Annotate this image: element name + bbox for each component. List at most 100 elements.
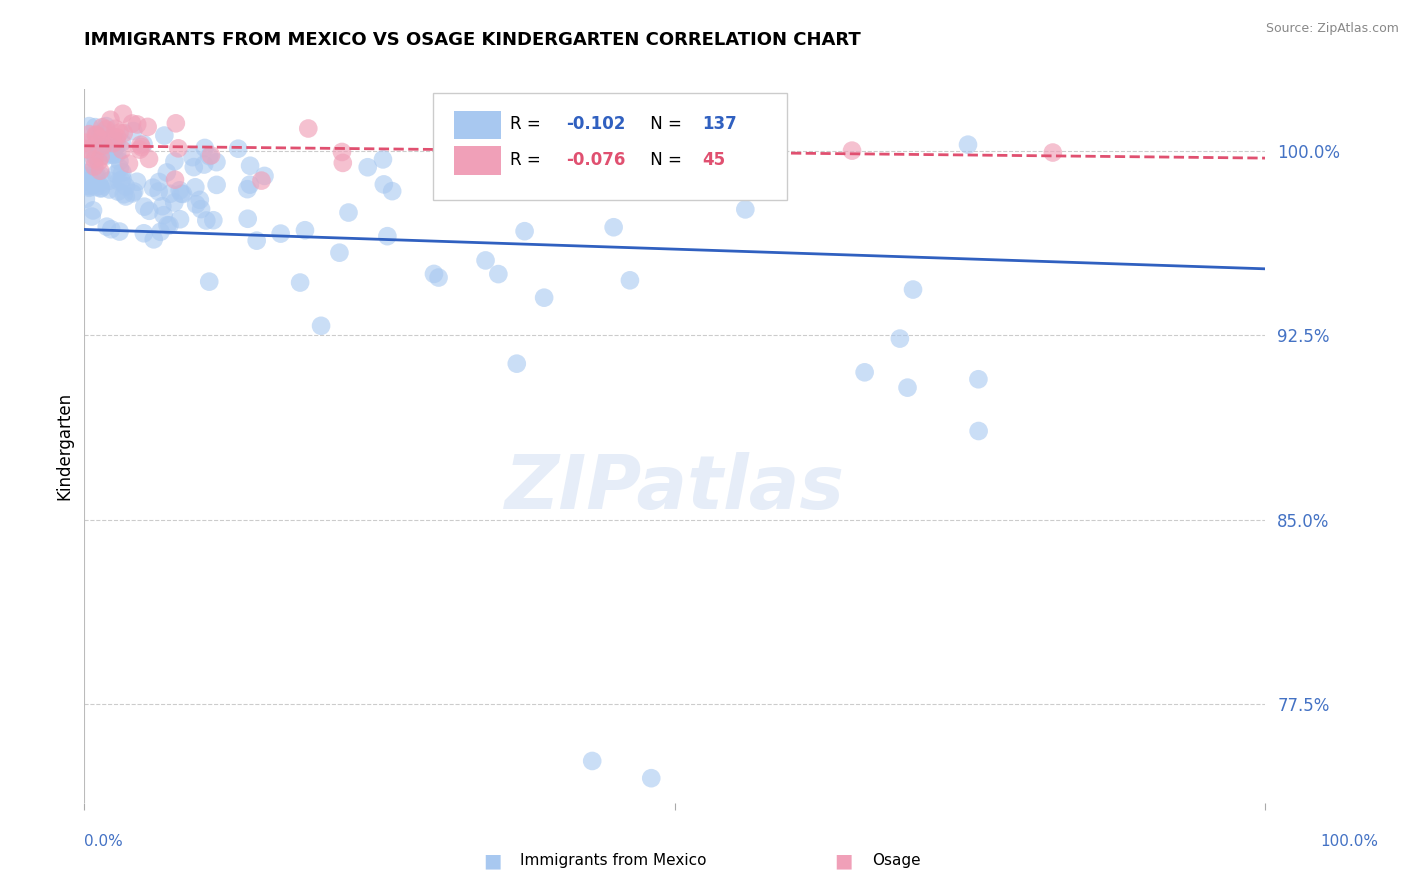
Point	[330, 145, 353, 159]
Point	[205, 155, 228, 169]
Point	[486, 267, 509, 281]
Point	[967, 372, 990, 386]
Point	[841, 144, 863, 158]
Point	[77, 181, 100, 195]
Point	[76, 166, 98, 180]
Point	[198, 275, 221, 289]
Point	[288, 276, 311, 290]
Point	[98, 182, 121, 196]
Point	[98, 174, 121, 188]
Point	[202, 213, 225, 227]
Point	[239, 178, 262, 192]
Text: ■: ■	[834, 851, 853, 871]
Point	[198, 149, 221, 163]
Point	[103, 148, 125, 162]
Point	[90, 181, 112, 195]
Text: 137: 137	[702, 115, 737, 133]
Point	[131, 140, 153, 154]
Point	[97, 145, 120, 160]
Point	[337, 205, 360, 219]
Point	[76, 142, 98, 156]
Point	[195, 213, 218, 227]
Point	[84, 180, 107, 194]
Text: N =: N =	[645, 115, 688, 133]
Point	[967, 424, 990, 438]
Point	[236, 211, 259, 226]
Point	[149, 225, 172, 239]
Point	[111, 136, 134, 150]
Point	[205, 178, 228, 192]
Y-axis label: Kindergarten: Kindergarten	[55, 392, 73, 500]
Point	[332, 156, 354, 170]
Point	[83, 148, 105, 162]
Point	[111, 143, 134, 157]
Point	[90, 181, 112, 195]
Point	[121, 186, 143, 201]
Point	[108, 154, 131, 169]
Text: ZIPatlas: ZIPatlas	[505, 452, 845, 525]
Point	[75, 136, 97, 150]
Point	[100, 147, 122, 161]
Point	[163, 172, 186, 186]
Text: IMMIGRANTS FROM MEXICO VS OSAGE KINDERGARTEN CORRELATION CHART: IMMIGRANTS FROM MEXICO VS OSAGE KINDERGA…	[84, 31, 860, 49]
Point	[75, 171, 97, 186]
Point	[90, 132, 112, 146]
Point	[90, 169, 112, 183]
Point	[91, 120, 114, 135]
Point	[127, 117, 149, 131]
Point	[184, 180, 207, 194]
Point	[186, 197, 208, 211]
Point	[226, 142, 249, 156]
Point	[136, 120, 159, 134]
Point	[84, 151, 107, 165]
Point	[486, 137, 509, 152]
Point	[150, 199, 173, 213]
Text: Source: ZipAtlas.com: Source: ZipAtlas.com	[1265, 22, 1399, 36]
Point	[77, 175, 100, 189]
Point	[889, 332, 911, 346]
Text: R =: R =	[509, 151, 546, 169]
Point	[640, 771, 662, 785]
Point	[148, 175, 170, 189]
Point	[84, 120, 107, 135]
Point	[84, 128, 107, 142]
Point	[89, 163, 111, 178]
Point	[498, 175, 520, 189]
Point	[470, 145, 492, 159]
Point	[128, 143, 150, 157]
Point	[79, 127, 101, 141]
Point	[496, 149, 519, 163]
Point	[138, 152, 160, 166]
Point	[190, 202, 212, 216]
Text: N =: N =	[645, 151, 688, 169]
Point	[558, 119, 581, 133]
Point	[896, 381, 918, 395]
Point	[499, 148, 522, 162]
Point	[188, 193, 211, 207]
Point	[328, 245, 350, 260]
Point	[77, 179, 100, 194]
Point	[165, 116, 187, 130]
Point	[159, 186, 181, 201]
Point	[77, 119, 100, 133]
Point	[122, 185, 145, 199]
Point	[114, 189, 136, 203]
Text: 100.0%: 100.0%	[1320, 834, 1378, 849]
Point	[423, 267, 446, 281]
Point	[152, 208, 174, 222]
Point	[83, 160, 105, 174]
Point	[111, 165, 134, 179]
Point	[169, 212, 191, 227]
Point	[193, 157, 215, 171]
Point	[112, 187, 135, 202]
Text: 45: 45	[702, 151, 725, 169]
Point	[723, 136, 745, 151]
Point	[114, 179, 136, 194]
Point	[104, 140, 127, 154]
Point	[104, 167, 127, 181]
Point	[132, 227, 155, 241]
Point	[1042, 145, 1064, 160]
Text: Osage: Osage	[872, 854, 921, 868]
Point	[77, 169, 100, 183]
Point	[75, 160, 97, 174]
